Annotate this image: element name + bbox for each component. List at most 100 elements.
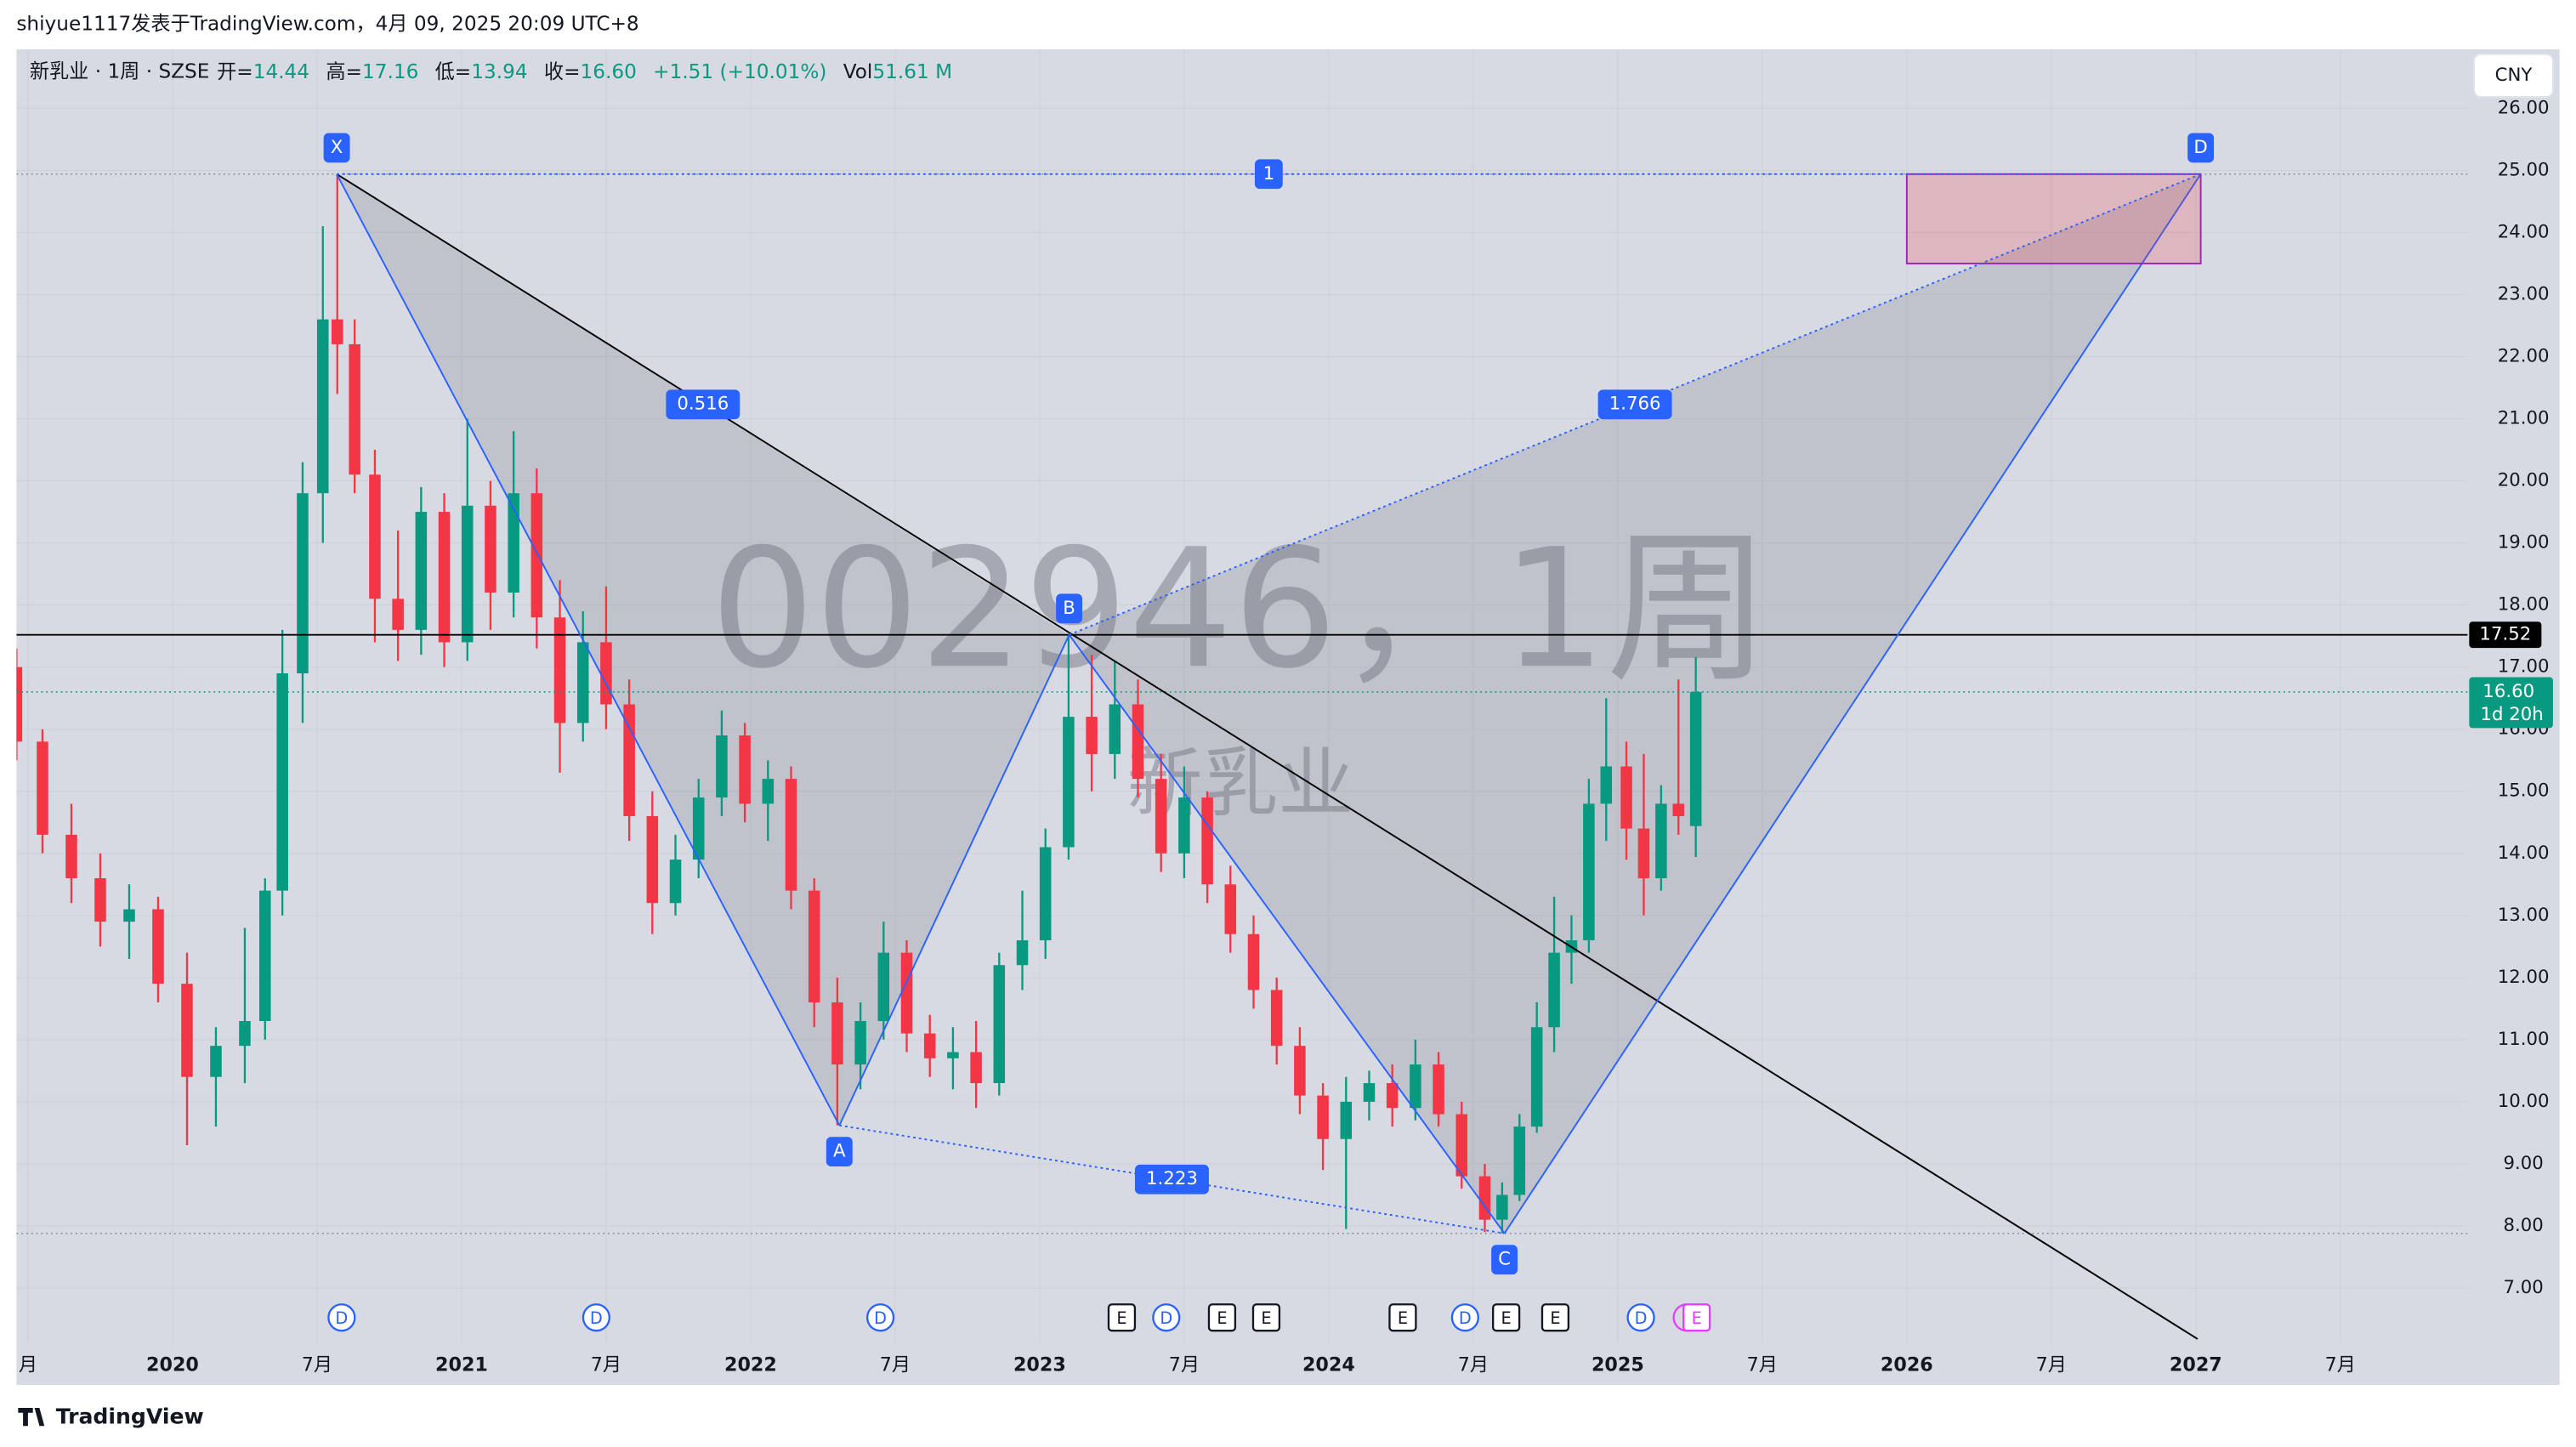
last-price-label: 16.60: [2482, 681, 2534, 702]
candle-body: [369, 474, 381, 599]
earnings-event: [1492, 1303, 1521, 1332]
candle-body: [297, 493, 309, 673]
y-tick-label: 11.00: [2498, 1029, 2550, 1050]
candle-body: [716, 735, 728, 798]
x-tick-label: 月: [19, 1353, 37, 1376]
point-badge: [1491, 1245, 1518, 1275]
x-tick-label: 7月: [2036, 1353, 2067, 1376]
candle-body: [831, 1002, 843, 1065]
candle-body: [947, 1052, 959, 1058]
candle-body: [1086, 717, 1098, 754]
target-zone: [1905, 173, 2202, 264]
candle-body: [1270, 990, 1283, 1047]
candle-body: [739, 735, 751, 804]
candle-body: [1513, 1126, 1526, 1195]
y-tick-label: 21.00: [2498, 408, 2550, 429]
y-tick-label: 25.00: [2498, 159, 2550, 180]
y-tick-label: 8.00: [2503, 1215, 2543, 1236]
candle-body: [1530, 1027, 1543, 1127]
caption: shiyue1117发表于TradingView.com，4月 09, 2025…: [16, 12, 638, 35]
y-tick-label: 23.00: [2498, 283, 2550, 304]
y-tick-label: 18.00: [2498, 594, 2550, 616]
candle-body: [1620, 766, 1632, 829]
legend-item: 收=16.60: [544, 60, 637, 83]
event-label: E: [1116, 1308, 1126, 1328]
legend-value: 14.44: [253, 60, 309, 83]
dividend-event: [1626, 1303, 1655, 1332]
y-tick-label: 14.00: [2498, 843, 2550, 864]
candle-body: [508, 493, 519, 593]
dividend-event: [1450, 1303, 1479, 1332]
overlay: 26.0025.0024.0023.0022.0021.0020.0019.00…: [19, 97, 2553, 1376]
ratio-label: 1.766: [1609, 394, 1661, 415]
candle-body: [16, 667, 23, 742]
event-label: D: [335, 1308, 348, 1328]
pattern-leg: [1503, 173, 2202, 1234]
candle-body: [392, 599, 404, 630]
candle-body: [94, 877, 106, 922]
pattern-leg: [1068, 634, 1506, 1234]
candle-body: [331, 319, 343, 344]
legend-label: 收=: [544, 60, 581, 83]
candle-body: [123, 909, 135, 922]
event-label: D: [1459, 1308, 1472, 1328]
candle-body: [923, 1033, 936, 1058]
event-label: D: [590, 1308, 603, 1328]
x-tick-label: 2022: [724, 1353, 777, 1376]
candle-body: [1224, 884, 1237, 934]
pattern-leg: [838, 634, 1070, 1126]
candle-body: [1548, 952, 1560, 1028]
candle-body: [1178, 797, 1190, 854]
earnings-event: [1207, 1303, 1237, 1332]
currency-button[interactable]: [2473, 53, 2554, 98]
y-tick-label: 15.00: [2498, 780, 2550, 802]
point-label: C: [1498, 1249, 1511, 1270]
symbol: 新乳业 · 1周 · SZSE: [30, 60, 210, 83]
point-badge: [826, 1137, 853, 1166]
y-tick-label: 19.00: [2498, 532, 2550, 553]
pattern-fill: [1069, 173, 2201, 1234]
point-badge: [2187, 133, 2215, 163]
point-label: A: [833, 1141, 846, 1162]
legend-label: 开=: [217, 60, 253, 83]
x-tick-label: 2021: [435, 1353, 488, 1376]
candle-body: [1478, 1176, 1491, 1220]
level-tag-label: 17.52: [2479, 624, 2531, 645]
point-badge: [1056, 593, 1083, 624]
candle-body: [276, 672, 288, 891]
y-tick-label: 12.00: [2498, 967, 2550, 988]
y-tick-label: 20.00: [2498, 470, 2550, 491]
dividend-event: [582, 1303, 610, 1332]
candle-body: [970, 1052, 982, 1084]
pattern-leg: [336, 173, 841, 1126]
candle-body: [1455, 1114, 1468, 1177]
dividend-event: [327, 1303, 356, 1332]
legend-item: Vol51.61 M: [843, 60, 952, 83]
legend-item: 高=17.16: [326, 60, 418, 83]
candle-body: [349, 343, 360, 475]
y-tick-label: 26.00: [2498, 97, 2550, 118]
x-tick-label: 2026: [1881, 1353, 1933, 1376]
x-tick-label: 7月: [880, 1353, 911, 1376]
brand: TradingView: [56, 1404, 204, 1429]
candle-body: [1247, 933, 1260, 990]
candle-body: [37, 741, 48, 835]
point-label: X: [331, 137, 343, 158]
pattern-fill: [337, 173, 1070, 1126]
candle-body: [1655, 803, 1667, 878]
currency: CNY: [2495, 65, 2533, 86]
earnings-event: [1388, 1303, 1417, 1332]
ratio-badge: [1134, 1164, 1209, 1194]
dividend-event: [1152, 1303, 1181, 1332]
candle-body: [1583, 803, 1595, 941]
candle-body: [1294, 1046, 1306, 1096]
candle-body: [1039, 847, 1052, 941]
legend-label: 高=: [326, 60, 362, 83]
candle-body: [576, 642, 589, 724]
x-tick-label: 2020: [146, 1353, 199, 1376]
candle-body: [808, 890, 820, 1003]
candle-body: [1386, 1083, 1399, 1109]
ratio-badge: [666, 389, 740, 420]
